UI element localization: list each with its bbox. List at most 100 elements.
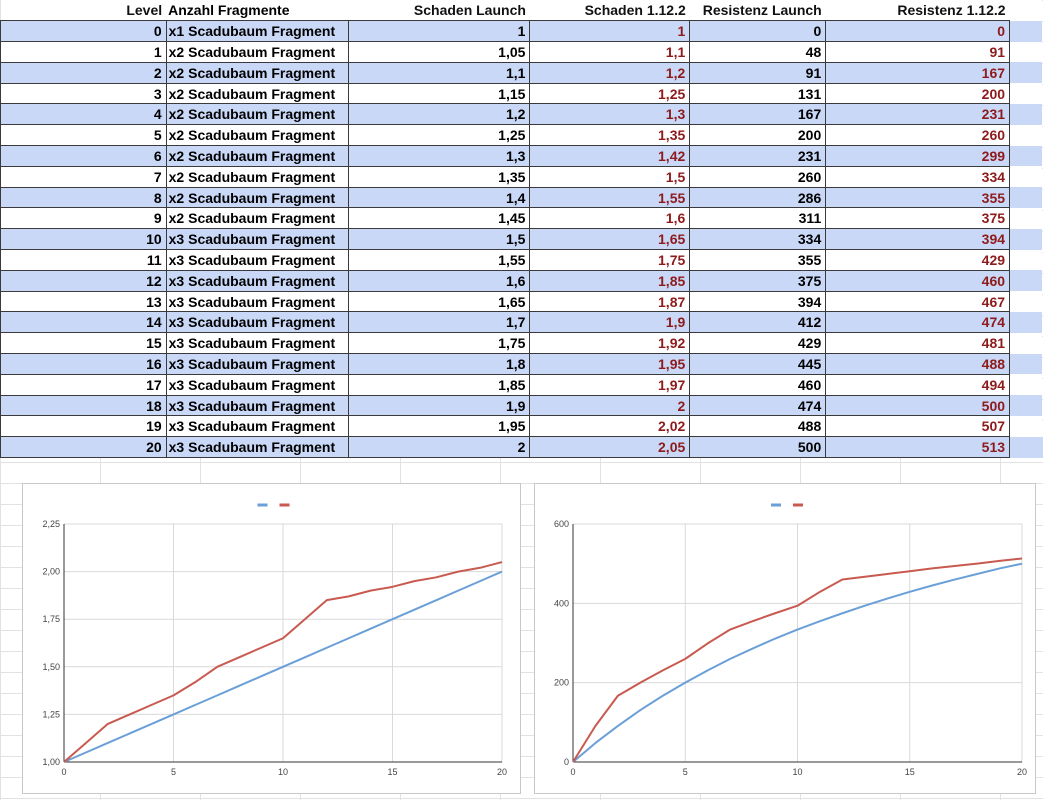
cell-resistenz-launch[interactable]: 474 [689, 394, 827, 417]
cell-anzahl[interactable]: x3 Scadubaum Fragment [165, 353, 349, 375]
cell-resistenz-launch[interactable]: 355 [689, 249, 827, 271]
cell-resistenz-1-12-2[interactable]: 260 [825, 124, 1011, 147]
header-anzahl-fragmente[interactable]: Anzahl Fragmente [166, 0, 349, 22]
cell-schaden-launch[interactable]: 1,4 [347, 186, 531, 209]
cell-resistenz-1-12-2[interactable]: 513 [825, 436, 1011, 459]
cell-resistenz-1-12-2[interactable]: 481 [825, 332, 1011, 355]
cell-resistenz-launch[interactable]: 91 [689, 61, 827, 84]
cell-anzahl[interactable]: x2 Scadubaum Fragment [165, 165, 349, 188]
cell-anzahl[interactable]: x3 Scadubaum Fragment [165, 332, 349, 355]
cell-resistenz-1-12-2[interactable]: 0 [825, 20, 1011, 43]
cell-anzahl[interactable]: x1 Scadubaum Fragment [165, 20, 349, 43]
cell-empty[interactable] [1009, 41, 1043, 63]
cell-level[interactable]: 7 [0, 165, 167, 188]
cell-schaden-1-12-2[interactable]: 1,65 [529, 228, 691, 251]
cell-schaden-launch[interactable]: 1,55 [347, 249, 531, 271]
cell-level[interactable]: 15 [0, 332, 167, 355]
cell-resistenz-1-12-2[interactable]: 494 [825, 373, 1011, 396]
cell-level[interactable]: 13 [0, 290, 167, 313]
schaden-chart[interactable]: 0 5 10 15 20 1,00 1,25 1,50 1,75 2,00 2,25 [22, 483, 521, 794]
cell-resistenz-launch[interactable]: 131 [689, 82, 827, 105]
cell-resistenz-launch[interactable]: 429 [689, 332, 827, 355]
cell-empty[interactable] [1009, 20, 1043, 42]
cell-schaden-launch[interactable]: 1,7 [347, 311, 531, 334]
cell-resistenz-1-12-2[interactable]: 460 [825, 269, 1011, 292]
cell-anzahl[interactable]: x2 Scadubaum Fragment [165, 207, 349, 230]
cell-anzahl[interactable]: x2 Scadubaum Fragment [165, 82, 349, 105]
cell-level[interactable]: 9 [0, 207, 167, 230]
cell-anzahl[interactable]: x2 Scadubaum Fragment [165, 186, 349, 209]
resistenz-chart[interactable]: 0 5 10 15 20 0 200 400 600 [534, 483, 1036, 794]
cell-schaden-1-12-2[interactable]: 1,3 [529, 103, 691, 126]
cell-empty[interactable] [1009, 395, 1043, 416]
cell-level[interactable]: 10 [0, 228, 167, 251]
cell-resistenz-launch[interactable]: 394 [689, 290, 827, 313]
cell-empty[interactable] [1009, 228, 1043, 250]
cell-resistenz-1-12-2[interactable]: 474 [825, 311, 1011, 334]
cell-resistenz-launch[interactable]: 311 [689, 207, 827, 230]
cell-schaden-1-12-2[interactable]: 2,02 [529, 415, 691, 438]
cell-resistenz-1-12-2[interactable]: 429 [825, 249, 1011, 271]
cell-level[interactable]: 17 [0, 373, 167, 396]
header-schaden-1-12-2[interactable]: Schaden 1.12.2 [529, 0, 690, 22]
cell-resistenz-launch[interactable]: 0 [689, 20, 827, 43]
cell-resistenz-launch[interactable]: 500 [689, 436, 827, 459]
cell-resistenz-1-12-2[interactable]: 167 [825, 61, 1011, 84]
cell-schaden-launch[interactable]: 1,25 [347, 124, 531, 147]
cell-schaden-1-12-2[interactable]: 1,85 [529, 269, 691, 292]
cell-empty[interactable] [1009, 332, 1043, 354]
cell-empty[interactable] [1009, 166, 1043, 188]
cell-schaden-launch[interactable]: 1,9 [347, 394, 531, 417]
cell-anzahl[interactable]: x2 Scadubaum Fragment [165, 41, 349, 63]
cell-level[interactable]: 14 [0, 311, 167, 334]
cell-schaden-1-12-2[interactable]: 1,87 [529, 290, 691, 313]
cell-level[interactable]: 18 [0, 394, 167, 417]
cell-resistenz-1-12-2[interactable]: 231 [825, 103, 1011, 126]
cell-anzahl[interactable]: x3 Scadubaum Fragment [165, 311, 349, 334]
cell-anzahl[interactable]: x2 Scadubaum Fragment [165, 61, 349, 84]
cell-schaden-1-12-2[interactable]: 1,97 [529, 373, 691, 396]
cell-resistenz-1-12-2[interactable]: 200 [825, 82, 1011, 105]
cell-anzahl[interactable]: x3 Scadubaum Fragment [165, 269, 349, 292]
cell-resistenz-launch[interactable]: 334 [689, 228, 827, 251]
cell-level[interactable]: 12 [0, 269, 167, 292]
chart0-series-line-0[interactable] [63, 570, 503, 763]
cell-empty[interactable] [1009, 436, 1043, 458]
cell-resistenz-launch[interactable]: 231 [689, 145, 827, 167]
cell-resistenz-launch[interactable]: 286 [689, 186, 827, 209]
cell-level[interactable]: 19 [0, 415, 167, 438]
chart1-series-line-0[interactable] [572, 562, 1023, 763]
cell-empty[interactable] [1009, 187, 1043, 208]
cell-schaden-1-12-2[interactable]: 1 [529, 20, 691, 43]
cell-anzahl[interactable]: x3 Scadubaum Fragment [165, 249, 349, 271]
cell-level[interactable]: 4 [0, 103, 167, 126]
header-level[interactable]: Level [0, 0, 167, 22]
cell-empty[interactable] [1009, 374, 1043, 396]
cell-level[interactable]: 8 [0, 186, 167, 209]
cell-resistenz-1-12-2[interactable]: 500 [825, 394, 1011, 417]
cell-schaden-launch[interactable]: 1,95 [347, 415, 531, 438]
cell-empty[interactable] [1009, 103, 1043, 125]
cell-resistenz-1-12-2[interactable]: 334 [825, 165, 1011, 188]
cell-schaden-1-12-2[interactable]: 1,42 [529, 145, 691, 167]
cell-level[interactable]: 11 [0, 249, 167, 271]
cell-resistenz-launch[interactable]: 412 [689, 311, 827, 334]
cell-level[interactable]: 20 [0, 436, 167, 459]
chart0-series-line-1[interactable] [63, 561, 503, 763]
cell-schaden-1-12-2[interactable]: 1,55 [529, 186, 691, 209]
cell-resistenz-launch[interactable]: 375 [689, 269, 827, 292]
cell-empty[interactable] [1009, 83, 1043, 104]
cell-empty[interactable] [1009, 415, 1043, 437]
cell-schaden-1-12-2[interactable]: 1,95 [529, 353, 691, 375]
cell-schaden-launch[interactable]: 1,3 [347, 145, 531, 167]
cell-empty[interactable] [1009, 124, 1043, 146]
cell-level[interactable]: 2 [0, 61, 167, 84]
cell-schaden-1-12-2[interactable]: 1,5 [529, 165, 691, 188]
cell-resistenz-1-12-2[interactable]: 375 [825, 207, 1011, 230]
cell-schaden-launch[interactable]: 1,1 [347, 61, 531, 84]
cell-schaden-1-12-2[interactable]: 1,35 [529, 124, 691, 147]
chart1-series-line-1[interactable] [572, 557, 1023, 763]
cell-resistenz-launch[interactable]: 460 [689, 373, 827, 396]
cell-anzahl[interactable]: x3 Scadubaum Fragment [165, 394, 349, 417]
cell-schaden-1-12-2[interactable]: 1,1 [529, 41, 691, 63]
